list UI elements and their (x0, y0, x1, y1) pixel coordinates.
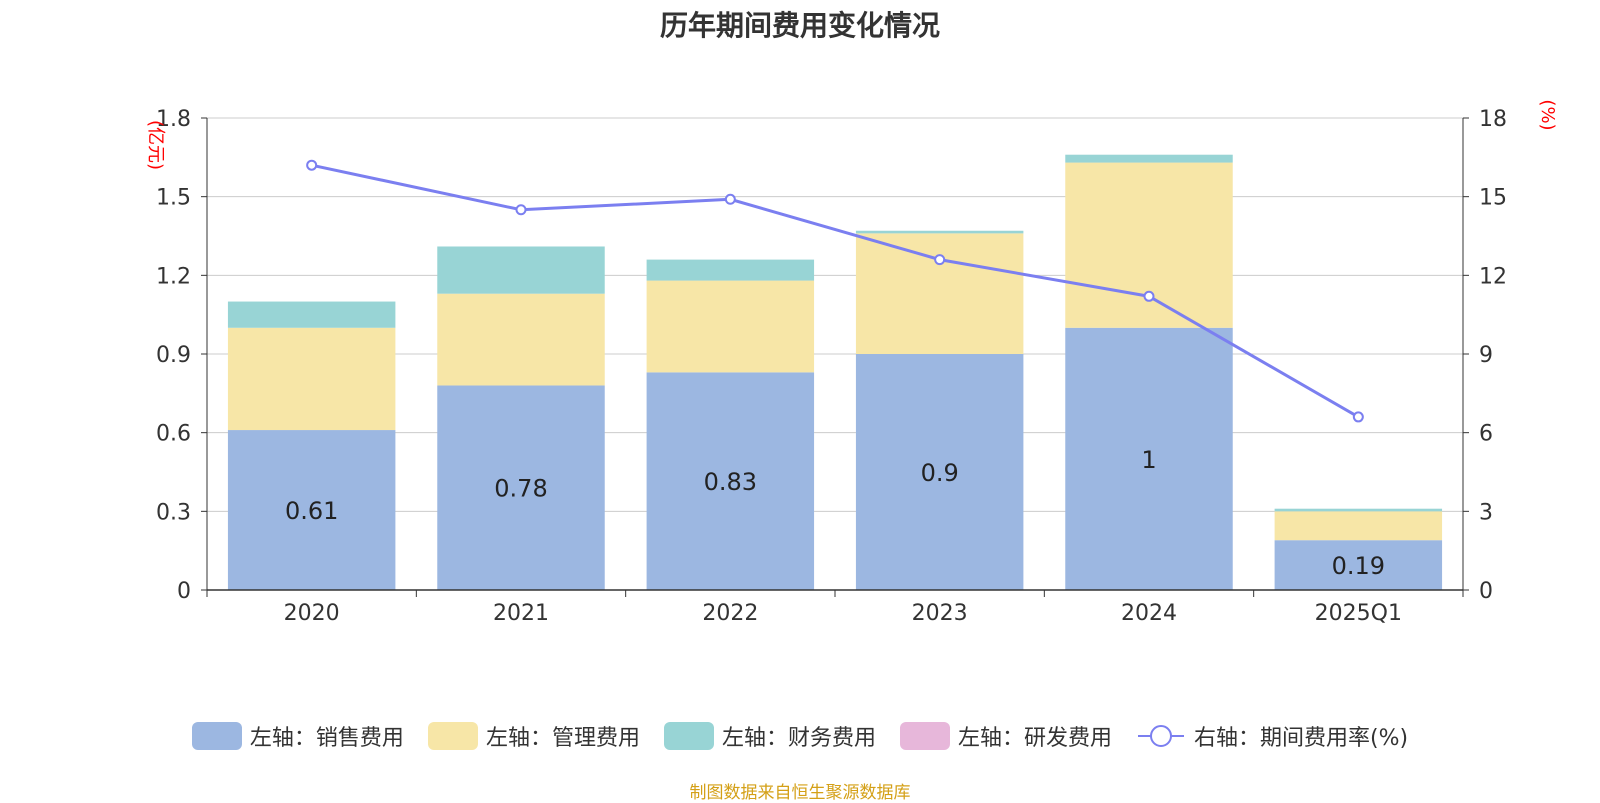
left-axis-unit: (亿元) (145, 120, 166, 170)
legend-label-finance: 左轴：财务费用 (721, 726, 876, 751)
rate-point-2025Q1 (1352, 411, 1364, 423)
bar-label-sales-2022: 0.83 (704, 468, 757, 496)
left-axis-tick-label: 0.6 (156, 422, 191, 447)
chart-title: 历年期间费用变化情况 (659, 9, 940, 42)
rate-point-2022 (724, 193, 736, 205)
bar-finance-2024 (1065, 154, 1233, 163)
bar-finance-2023 (855, 230, 1024, 234)
source-note: 制图数据来自恒生聚源数据库 (689, 783, 911, 803)
bar-label-sales-2021: 0.78 (494, 475, 547, 503)
legend-label-rd: 左轴：研发费用 (957, 726, 1112, 751)
bar-finance-2022 (646, 259, 815, 281)
legend-item-rd[interactable]: 左轴：研发费用 (899, 720, 1112, 752)
left-axis-tick-label: 0.9 (156, 343, 191, 368)
x-axis-tick-label: 2024 (1121, 601, 1177, 626)
bar-admin-2020 (227, 327, 396, 431)
legend-item-admin[interactable]: 左轴：管理费用 (427, 720, 640, 752)
x-axis-tick-label: 2022 (702, 601, 758, 626)
legend-item-rate[interactable]: 右轴：期间费用率(%) (1136, 720, 1408, 752)
x-axis-tick-label: 2023 (912, 601, 968, 626)
right-axis-tick-label: 6 (1479, 422, 1493, 447)
left-axis-tick-label: 1.8 (156, 107, 191, 132)
left-axis-tick-label: 1.5 (156, 186, 191, 211)
legend-swatch-finance (663, 722, 714, 750)
bar-sales-2024 (1065, 327, 1233, 590)
right-axis-unit: (%) (1537, 99, 1558, 130)
bar-finance-2021 (437, 246, 605, 294)
bar-sales-2023 (855, 354, 1024, 590)
bar-admin-2021 (437, 293, 605, 386)
right-axis-tick-label: 18 (1479, 107, 1507, 132)
bar-label-sales-2024: 1 (1141, 446, 1156, 474)
bar-finance-2020 (227, 301, 396, 328)
rate-point-2024 (1143, 290, 1155, 302)
bar-admin-2025Q1 (1274, 511, 1443, 541)
rate-line (311, 163, 1360, 419)
legend-swatch-sales (191, 722, 242, 750)
left-axis-tick-label: 0 (177, 579, 191, 604)
right-axis-tick-label: 15 (1479, 186, 1507, 211)
legend: 左轴：销售费用 左轴：管理费用 左轴：财务费用 左轴：研发费用 右轴：期间费用率… (0, 720, 1600, 752)
legend-item-finance[interactable]: 左轴：财务费用 (663, 720, 876, 752)
right-axis-tick-label: 3 (1479, 500, 1493, 525)
x-axis-tick-label: 2025Q1 (1315, 601, 1402, 626)
bar-admin-2022 (646, 280, 815, 373)
right-axis-tick-label: 0 (1479, 579, 1493, 604)
bar-finance-2025Q1 (1274, 508, 1443, 512)
x-axis-tick-label: 2021 (493, 601, 549, 626)
legend-label-admin: 左轴：管理费用 (485, 726, 640, 751)
bar-admin-2023 (855, 233, 1024, 354)
rate-point-2021 (515, 204, 527, 216)
rate-point-2020 (306, 159, 318, 171)
right-axis-tick-label: 12 (1479, 264, 1507, 289)
x-axis-tick-label: 2020 (284, 601, 340, 626)
bar-sales-2025Q1 (1274, 540, 1443, 590)
bar-sales-2022 (646, 372, 815, 590)
legend-swatch-rd (899, 722, 950, 750)
legend-item-sales[interactable]: 左轴：销售费用 (191, 720, 404, 752)
bar-admin-2024 (1065, 162, 1233, 328)
legend-swatch-rate (1137, 725, 1184, 747)
bar-label-sales-2025Q1: 0.19 (1332, 552, 1385, 580)
legend-swatch-admin (427, 722, 478, 750)
legend-label-sales: 左轴：销售费用 (249, 726, 404, 751)
right-axis-tick-label: 9 (1479, 343, 1493, 368)
legend-label-rate: 右轴：期间费用率(%) (1193, 726, 1409, 751)
bar-sales-2021 (437, 385, 605, 590)
bar-label-sales-2020: 0.61 (285, 497, 338, 525)
rate-point-2023 (934, 254, 946, 266)
bar-sales-2020 (227, 430, 396, 590)
left-axis-tick-label: 0.3 (156, 500, 191, 525)
bar-label-sales-2023: 0.9 (921, 459, 959, 487)
left-axis-tick-label: 1.2 (156, 264, 191, 289)
